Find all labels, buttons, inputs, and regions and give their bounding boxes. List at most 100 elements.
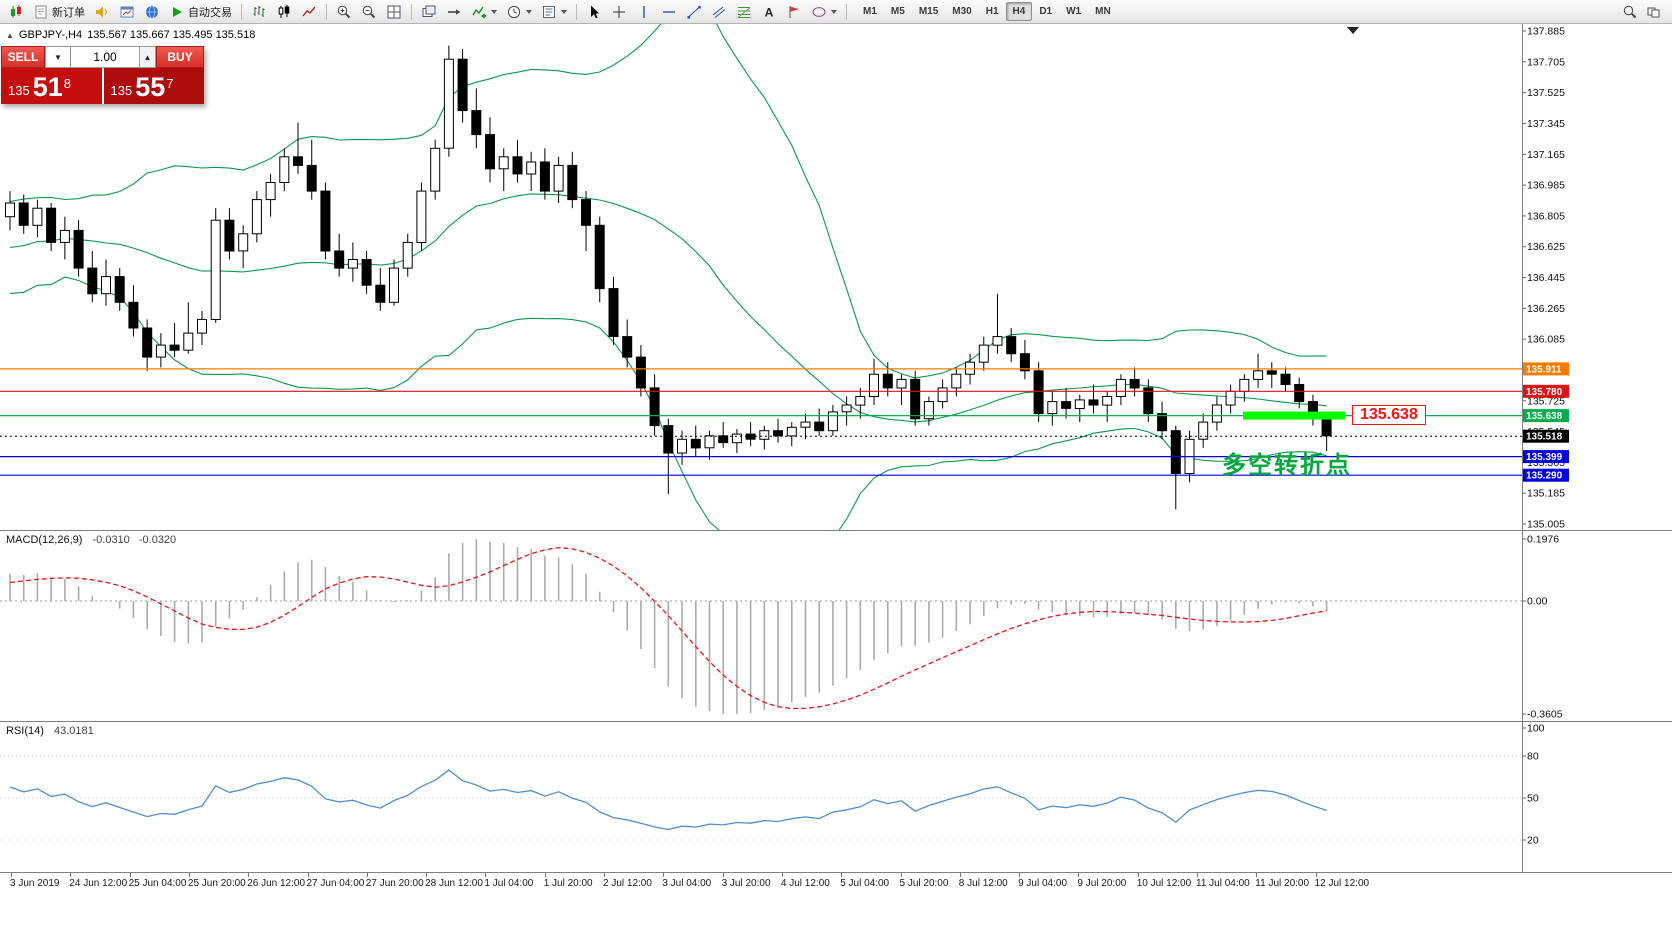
volume-preset-dropdown[interactable]: ▼ [45,46,71,68]
periods-button[interactable] [502,2,536,22]
buy-button[interactable]: BUY [156,46,204,68]
candle [978,344,989,363]
candle [526,161,537,175]
shapes-button[interactable] [807,2,841,22]
timeframe-mn[interactable]: MN [1095,6,1111,17]
price-axis-label[interactable]: 136.625 [1527,241,1565,253]
text-button[interactable]: A [757,2,781,22]
time-tick [307,873,309,877]
zoom-out-button[interactable] [357,2,381,22]
bb-upper-band [9,24,1327,379]
chevron-down-icon [526,9,532,14]
rsi-chart[interactable]: 100 80 50 20 [0,722,1672,872]
candle [347,259,358,269]
macd-chart[interactable]: 0.1976 0.00 -0.3605 [0,531,1672,721]
turning-point-annotation[interactable]: 多空转折点 [1222,452,1352,479]
time-axis-label: 1 Jul 04:00 [484,878,534,889]
price-chart[interactable]: 137.885 137.705 137.525 137.345 137.165 136.9… [0,24,1672,530]
price-tag-text: 135.290 [1526,471,1563,482]
candle [992,336,1003,346]
cursor-button[interactable] [582,2,606,22]
text-label-button[interactable] [782,2,806,22]
channel-button[interactable] [707,2,731,22]
timeframe-m15[interactable]: M15 [918,6,939,17]
volume-stepper[interactable]: ▲ [140,46,156,68]
highlight-bar[interactable] [1243,411,1345,420]
timeframe-m1[interactable]: M1 [863,6,877,17]
zoom-in-icon [336,4,352,20]
price-axis-label[interactable]: 137.345 [1527,118,1565,130]
indicators-button[interactable] [467,2,501,22]
candle [1211,404,1222,423]
time-axis[interactable]: 3 Jun 2019 24 Jun 12:00 25 Jun 04:00 25 Jun… [0,873,1672,950]
time-tick [1078,873,1080,877]
timeframe-h1[interactable]: H1 [985,6,999,17]
autotrade-button[interactable]: 自动交易 [165,2,236,22]
candles-group[interactable] [5,45,1332,510]
timeframe-m5[interactable]: M5 [890,6,905,17]
candle [910,378,921,420]
timeframe-h4[interactable]: H4 [1005,2,1033,21]
price-axis-label[interactable]: 135.005 [1527,519,1565,531]
time-tick [366,873,368,877]
time-tick [841,873,843,877]
level-price-label[interactable]: 135.638 [1352,405,1426,425]
price-axis-label[interactable]: 135.185 [1527,488,1565,500]
trendline-button[interactable] [682,2,706,22]
price-axis-label[interactable]: 137.525 [1527,87,1565,99]
horizontal-line-button[interactable] [657,2,681,22]
candle [690,438,701,449]
chart-shift-marker[interactable] [1347,27,1359,34]
shift-end-button[interactable] [442,2,466,22]
price-axis-label[interactable]: 136.445 [1527,272,1565,284]
volume-input[interactable] [71,46,140,68]
price-axis-label[interactable]: 136.085 [1527,334,1565,346]
price-axis-label[interactable]: 136.985 [1527,180,1565,192]
windows-button[interactable] [1642,2,1666,22]
arrange-windows-button[interactable] [417,2,441,22]
bar-chart-button[interactable] [247,2,271,22]
price-axis-label[interactable]: 136.805 [1527,210,1565,222]
time-axis-label: 5 Jul 20:00 [899,878,949,889]
vertical-line-button[interactable] [632,2,656,22]
tile-windows-button[interactable] [382,2,406,22]
community-button[interactable] [140,2,164,22]
tile-windows-icon [386,4,402,20]
candle [1143,387,1154,415]
toolbar-right-group [1618,2,1666,22]
zoom-in-button[interactable] [332,2,356,22]
price-tag-text: 135.518 [1526,432,1563,443]
macd-signal-line[interactable] [9,546,1327,710]
candle [841,404,852,413]
candle-chart-button[interactable] [272,2,296,22]
crosshair-button[interactable] [607,2,631,22]
new-order-button[interactable]: 新订单 [29,2,89,22]
announcement-button[interactable] [90,2,114,22]
sell-button[interactable]: SELL [1,46,45,68]
timeframe-d1[interactable]: D1 [1039,6,1053,17]
macd-histogram[interactable] [9,539,1328,714]
candle [951,373,962,389]
candle [539,161,550,192]
candle [581,199,591,226]
price-axis-label[interactable]: 135.725 [1527,395,1565,407]
rsi-line[interactable] [9,769,1327,831]
price-tag-135.780 [1523,384,1569,398]
price-axis-label[interactable]: 137.885 [1527,26,1565,38]
fibonacci-icon [736,4,752,20]
price-axis-label[interactable]: 137.165 [1527,149,1565,161]
timeframe-m30[interactable]: M30 [952,6,972,17]
price-axis-label[interactable]: 137.705 [1527,56,1565,68]
templates-button[interactable] [537,2,571,22]
buy-price-quote[interactable]: 135 55 7 [103,68,204,104]
timeframe-w1[interactable]: W1 [1066,6,1082,17]
macd-name: MACD(12,26,9) [6,534,83,546]
price-tag-135.399 [1523,450,1569,464]
search-button[interactable] [1618,2,1642,22]
app-chart-icon-button[interactable] [4,2,28,22]
fibonacci-button[interactable] [732,2,756,22]
sell-price-quote[interactable]: 135 51 8 [1,68,102,104]
chart-window-button[interactable] [115,2,139,22]
price-axis-label[interactable]: 136.265 [1527,303,1565,315]
line-chart-button[interactable] [297,2,321,22]
